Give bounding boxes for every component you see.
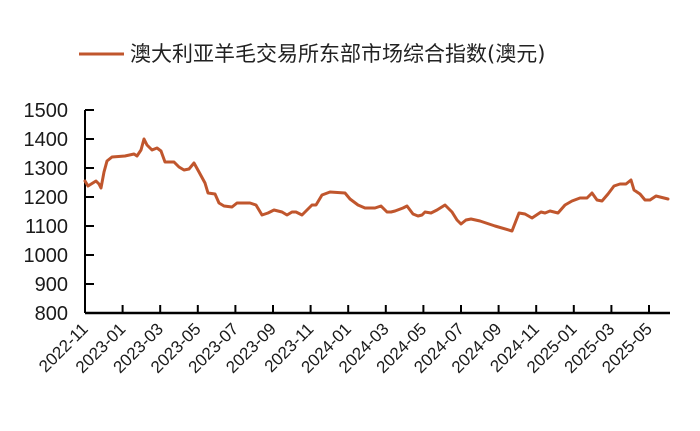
y-tick-label: 1000 bbox=[24, 245, 69, 267]
y-axis: 1500 1400 1300 1200 1100 1000 900 800 bbox=[24, 100, 94, 325]
y-tick-label: 1500 bbox=[24, 100, 69, 122]
y-tick-label: 1100 bbox=[25, 216, 68, 238]
x-axis: 2022-112023-012023-032023-052023-072023-… bbox=[35, 305, 670, 377]
legend-label: 澳大利亚羊毛交易所东部市场综合指数(澳元) bbox=[130, 42, 545, 66]
y-tick-label: 1200 bbox=[24, 187, 69, 209]
y-tick-label: 1400 bbox=[24, 129, 69, 151]
series-line bbox=[83, 137, 670, 233]
y-tick-label: 900 bbox=[35, 274, 68, 296]
legend: 澳大利亚羊毛交易所东部市场综合指数(澳元) bbox=[79, 42, 545, 66]
y-tick-label: 1300 bbox=[24, 158, 69, 180]
y-tick-label: 800 bbox=[35, 303, 68, 325]
